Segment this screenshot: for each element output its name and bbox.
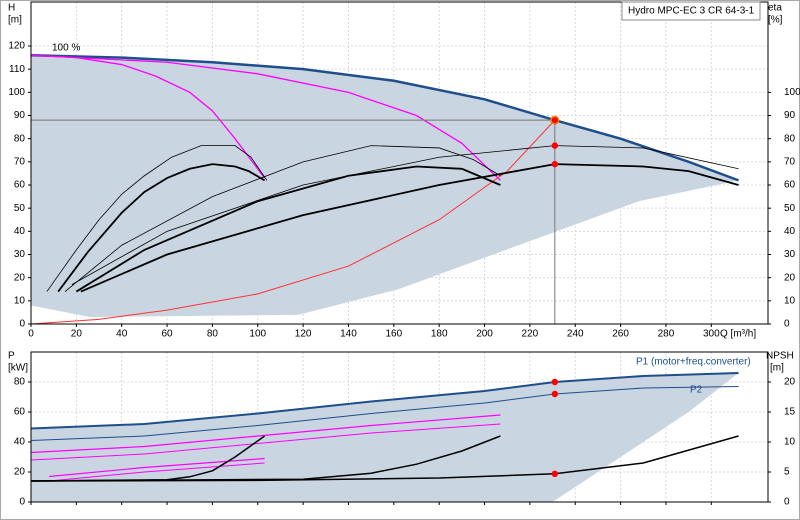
y2-tick-label: 20 xyxy=(784,272,796,283)
curve xyxy=(57,163,266,293)
x-tick-label: 280 xyxy=(658,329,675,340)
y-tick-label: 90 xyxy=(14,110,26,121)
curve xyxy=(71,145,739,285)
y-tick-label: 110 xyxy=(9,64,25,75)
y-tick-label: 120 xyxy=(8,41,25,52)
curve xyxy=(30,423,501,461)
x-tick-label: 300 xyxy=(703,329,720,340)
y-tick-label: 30 xyxy=(14,249,26,260)
y2-tick-label: 10 xyxy=(784,437,796,448)
title-box xyxy=(621,1,761,21)
curve xyxy=(64,145,501,292)
legend-label: P2 xyxy=(690,385,703,396)
y-tick-label: 10 xyxy=(14,295,26,306)
x-label: Q [m³/h] xyxy=(720,329,756,340)
curve xyxy=(30,386,739,441)
y-tick-label: 70 xyxy=(14,156,26,167)
y-tick-label: 20 xyxy=(14,272,26,283)
y2-unit: [%] xyxy=(768,15,783,26)
point xyxy=(551,142,559,149)
y2-tick-label: 0 xyxy=(784,497,790,508)
curve xyxy=(30,435,739,482)
y-tick-label: 50 xyxy=(14,203,26,214)
x-tick-label: 240 xyxy=(567,329,584,340)
y2-tick-label: 0 xyxy=(784,319,790,330)
y2-tick-label: 40 xyxy=(784,226,796,237)
x-tick-label: 200 xyxy=(476,329,493,340)
y2-tick-label: 60 xyxy=(784,180,796,191)
point xyxy=(551,160,559,168)
curve xyxy=(30,54,266,179)
point xyxy=(551,470,559,477)
x-tick-label: 220 xyxy=(522,329,539,340)
x-tick-label: 20 xyxy=(71,329,83,340)
y2-tick-label: 5 xyxy=(784,467,790,478)
plot-bottom: 0 20 40 60 80 0 5 10 15 20 xyxy=(14,351,796,508)
x-tick-label: 100 xyxy=(249,329,266,340)
y-label: H xyxy=(8,3,15,14)
curve xyxy=(30,54,501,181)
x-tick-label: 180 xyxy=(431,329,448,340)
y-tick-label: 60 xyxy=(14,407,26,418)
y2-label: eta xyxy=(768,3,782,14)
curve xyxy=(30,414,501,454)
plot-border xyxy=(30,1,769,325)
y-tick-label: 20 xyxy=(14,467,26,478)
y2-tick-label: 70 xyxy=(784,156,796,167)
annotation: 100 % xyxy=(52,43,80,54)
y-tick-label: 0 xyxy=(19,319,25,330)
curve xyxy=(49,462,265,482)
y-tick-label: 40 xyxy=(14,437,26,448)
y2-tick-label: 30 xyxy=(784,249,796,260)
curve xyxy=(30,435,501,482)
point xyxy=(551,390,559,398)
point xyxy=(551,378,559,386)
x-tick-label: 160 xyxy=(385,329,402,340)
y-unit: [m] xyxy=(8,15,22,26)
y2-tick-label: 15 xyxy=(784,407,796,418)
point xyxy=(551,116,559,124)
y-tick-label: 60 xyxy=(14,180,26,191)
y2-tick-label: 80 xyxy=(784,133,796,144)
y2-unit: [m] xyxy=(770,363,784,374)
curve xyxy=(80,163,739,293)
chart-title: Hydro MPC-EC 3 CR 64-3-1 xyxy=(628,6,755,17)
y-unit: [kW] xyxy=(8,363,28,374)
x-tick-label: 120 xyxy=(295,329,312,340)
y-tick-label: 80 xyxy=(14,377,26,388)
x-tick-label: 40 xyxy=(116,329,128,340)
curve xyxy=(30,372,739,430)
y-tick-label: 0 xyxy=(19,497,25,508)
x-tick-label: 0 xyxy=(28,329,34,340)
y2-tick-label: 90 xyxy=(784,110,796,121)
curve xyxy=(49,457,265,478)
y2-tick-label: 100 xyxy=(784,87,800,98)
y2-tick-label: 20 xyxy=(784,377,796,388)
y2-tick-label: 10 xyxy=(784,295,796,306)
y-tick-label: 40 xyxy=(14,226,26,237)
y-tick-label: 80 xyxy=(14,133,26,144)
operating-area xyxy=(31,373,739,502)
x-tick-label: 60 xyxy=(161,329,173,340)
x-tick-label: 260 xyxy=(612,329,629,340)
plot-border xyxy=(30,351,769,503)
y2-label: NPSH xyxy=(766,351,794,362)
series-layer xyxy=(30,372,739,502)
plot-top: 0 20 40 60 80 100 120 140 160 180 200 220 240 260 280 3… xyxy=(8,1,800,340)
legend-label: P1 (motor+freq.converter) xyxy=(636,357,751,368)
x-tick-label: 80 xyxy=(207,329,219,340)
series-layer xyxy=(30,54,739,325)
operating-area xyxy=(31,55,739,318)
y-label: P xyxy=(8,351,15,362)
y2-tick-label: 50 xyxy=(784,203,796,214)
y-tick-label: 100 xyxy=(8,87,25,98)
x-tick-label: 140 xyxy=(340,329,357,340)
curve xyxy=(46,145,268,292)
curve xyxy=(30,119,556,325)
